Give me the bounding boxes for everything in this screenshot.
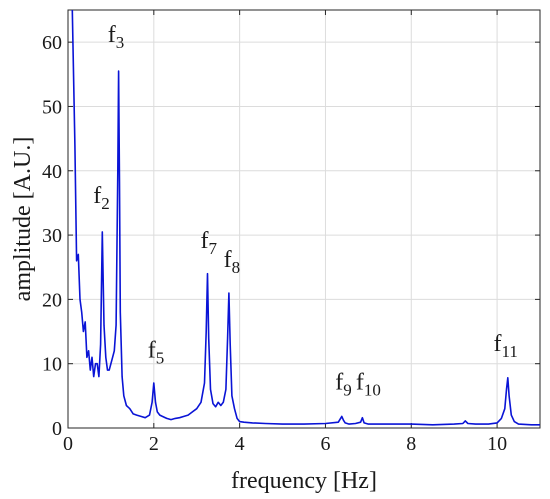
- plot-frame: [67, 9, 541, 429]
- x-tick-labels: 0 2 4 6 8 10: [63, 433, 507, 455]
- grid: [67, 10, 540, 429]
- spectrum-line: [71, 9, 540, 426]
- peak-label-f5: f5: [148, 337, 165, 367]
- x-tick-label: 10: [487, 433, 507, 455]
- y-tick-label: 20: [42, 289, 62, 311]
- peak-labels: f2 f3 f5 f7 f8 f9 f10 f11: [93, 22, 518, 399]
- y-tick-labels: 0 10 20 30 40 50 60: [42, 32, 62, 440]
- y-tick-label: 50: [42, 96, 62, 118]
- x-tick-label: 0: [63, 433, 73, 455]
- peak-label-f10: f10: [356, 369, 381, 399]
- y-tick-label: 60: [42, 32, 62, 54]
- peak-label-f2: f2: [93, 183, 110, 213]
- peak-label-f8: f8: [224, 247, 241, 277]
- y-tick-label: 0: [52, 418, 62, 440]
- x-tick-label: 6: [320, 433, 330, 455]
- y-tick-label: 10: [42, 354, 62, 376]
- peak-label-f11: f11: [493, 331, 517, 361]
- x-tick-label: 2: [149, 433, 159, 455]
- y-tick-label: 40: [42, 161, 62, 183]
- x-axis-label: frequency [Hz]: [231, 468, 377, 494]
- x-tick-label: 4: [235, 433, 245, 455]
- y-axis-label: amplitude [A.U.]: [10, 137, 36, 302]
- peak-label-f3: f3: [108, 22, 125, 52]
- peak-label-f7: f7: [200, 228, 217, 258]
- y-tick-label: 30: [42, 225, 62, 247]
- peak-label-f9: f9: [335, 369, 352, 399]
- x-tick-label: 8: [406, 433, 416, 455]
- axis-ticks: [67, 10, 540, 429]
